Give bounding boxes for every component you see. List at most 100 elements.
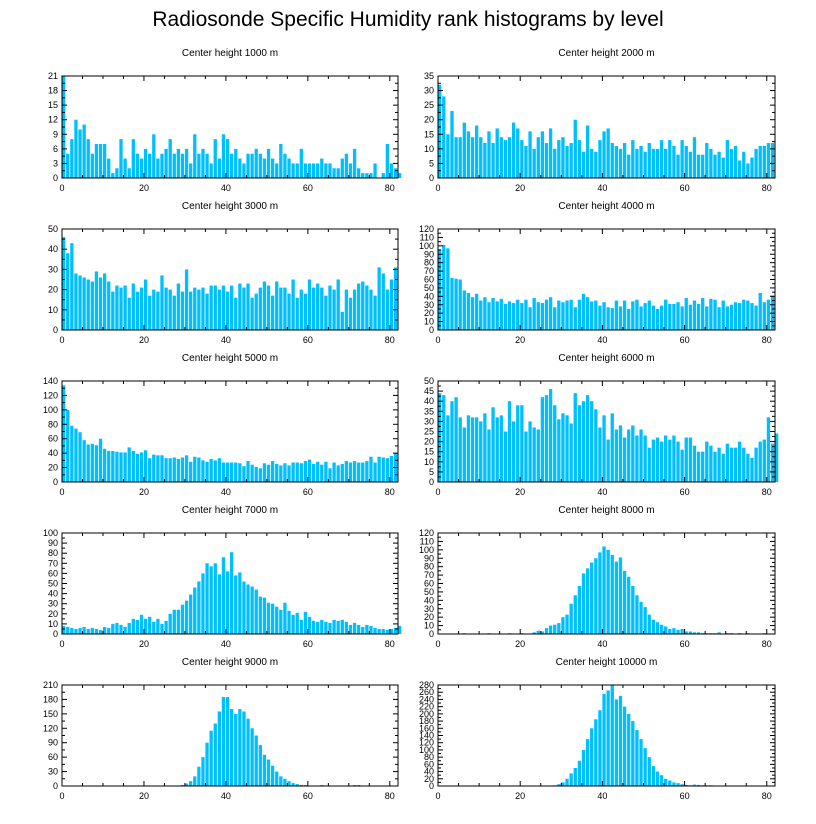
histogram-bar [127,168,131,178]
histogram-bar [750,303,754,330]
y-tick-label: 50 [48,579,58,589]
histogram-bar [123,452,127,482]
histogram-bar [164,620,168,634]
y-tick-label: 12 [48,115,58,125]
histogram-bar [180,604,185,634]
histogram-bar [676,154,680,178]
histogram-bar [389,456,394,482]
histogram-bar [365,624,369,634]
histogram-bar [573,307,577,330]
histogram-bar [610,308,614,330]
histogram-bar [123,158,127,178]
histogram-bar [553,307,557,330]
histogram-bar [62,385,66,482]
histogram-bar [369,625,373,634]
histogram-bar [119,452,123,482]
histogram-bar [622,706,627,786]
x-tick-label: 60 [303,487,313,497]
histogram-bar [536,630,540,634]
histogram-bar [287,610,291,634]
histogram-bar [684,298,688,330]
histogram-bar [221,285,226,330]
histogram-bar [131,450,135,482]
panel-10: 0 20 40 60 800204060801001201401601802002202… [419,657,776,801]
histogram-bar [733,447,738,482]
histogram-bar [225,139,230,178]
histogram-bar [499,298,503,330]
histogram-bar [78,627,82,634]
histogram-bar [209,458,213,482]
y-tick-label: 60 [48,434,58,444]
histogram-bar [532,632,536,634]
histogram-bar [487,429,491,482]
histogram-bar [692,784,697,786]
histogram-bar [381,628,385,634]
histogram-bar [639,429,643,482]
histogram-bar [594,300,598,330]
y-tick-label: 50 [424,376,434,386]
y-tick-label: 40 [424,767,434,777]
histogram-bar [701,154,705,178]
histogram-bar [454,137,458,178]
histogram-bar [221,462,226,482]
histogram-bar [569,423,573,482]
histogram-bar [102,273,107,330]
histogram-bar [307,459,312,482]
histogram-bar [503,140,508,178]
histogram-bar [246,283,250,330]
histogram-bar [614,300,619,330]
histogram-bar [270,295,275,330]
histogram-bar [311,287,316,330]
histogram-bar [250,586,254,634]
histogram-bar [561,137,565,178]
histogram-bar [156,618,160,634]
histogram-bar [295,163,299,178]
histogram-bar [594,719,598,786]
x-tick-label: 40 [597,335,607,345]
histogram-bar [692,445,697,482]
histogram-bar [524,145,528,178]
histogram-bar [758,145,762,178]
histogram-bar [520,303,524,330]
histogram-bar [590,728,594,786]
y-tick-label: 240 [419,694,434,704]
histogram-bar [738,441,742,482]
y-tick-label: 30 [424,300,434,310]
y-tick-label: 60 [424,759,434,769]
histogram-bar [139,614,144,634]
histogram-bar [614,699,619,786]
histogram-bar [98,144,103,178]
x-tick-label: 60 [680,335,690,345]
histogram-bar [357,624,361,634]
histogram-bar [164,287,168,330]
histogram-bar [197,457,201,482]
histogram-bar [729,148,734,178]
histogram-bar [598,427,602,482]
y-tick-label: 0 [53,781,58,791]
y-tick-label: 10 [424,317,434,327]
histogram-bar [213,563,217,634]
histogram-bar [197,766,201,786]
histogram-bar [553,624,557,634]
histogram-bar [246,461,250,482]
y-tick-label: 21 [48,71,58,81]
histogram-bar [266,602,271,634]
histogram-bar [590,562,594,634]
histogram-bar [676,783,680,786]
histogram-bar [717,447,721,482]
histogram-bar [242,711,246,786]
histogram-bar [470,137,475,178]
y-tick-label: 10 [424,621,434,631]
histogram-bar [189,781,193,786]
histogram-bar [291,783,295,786]
histogram-bar [365,173,369,178]
histogram-bar [389,163,394,178]
histogram-bar [98,629,103,634]
y-tick-label: 80 [48,419,58,429]
histogram-bar [156,455,160,482]
y-tick-label: 20 [48,463,58,473]
histogram-bar [746,300,750,330]
histogram-bar [746,163,750,178]
x-tick-label: 60 [680,791,690,801]
histogram-bar [287,465,291,482]
